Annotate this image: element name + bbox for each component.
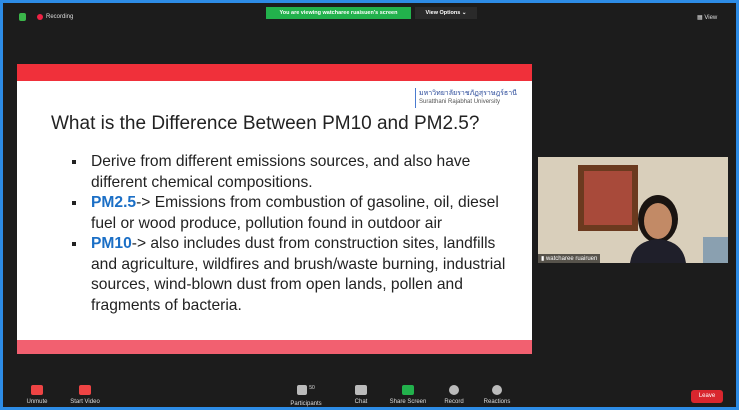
university-en: Suratthani Rajabhat University: [419, 99, 500, 105]
record-label: Record: [444, 399, 463, 405]
recording-dot: [37, 14, 43, 20]
bullet-text: -> also includes dust from construction …: [91, 235, 505, 314]
slide: มหาวิทยาลัยราชภัฏสุราษฎร์ธานี Suratthani…: [17, 64, 532, 354]
bullet-list: Derive from different emissions sources,…: [73, 152, 512, 316]
bullet-lead: PM10: [91, 235, 132, 252]
start-video-label: Start Video: [70, 399, 100, 405]
participants-label: Participants: [290, 401, 321, 407]
recording-label: Recording: [46, 14, 73, 20]
video-tile: ▮ watcharee ruairuen: [538, 157, 728, 263]
mic-icon: [31, 385, 43, 395]
face: [644, 203, 672, 239]
chat-label: Chat: [355, 399, 368, 405]
view-label: View: [704, 15, 717, 21]
chat-icon: [355, 385, 367, 395]
share-icon: [402, 385, 414, 395]
reactions-label: Reactions: [484, 399, 511, 405]
people-icon: [297, 385, 307, 395]
reactions-icon: [492, 385, 502, 395]
camera-icon: [79, 385, 91, 395]
security-icon: [19, 13, 26, 21]
participants-button[interactable]: 50 Participants: [276, 385, 336, 407]
bullet-text: Derive from different emissions sources,…: [91, 153, 470, 191]
participant-count: 50: [309, 385, 315, 391]
unmute-label: Unmute: [26, 399, 47, 405]
bullet: PM2.5-> Emissions from combustion of gas…: [87, 193, 512, 234]
bullet-text: -> Emissions from combustion of gasoline…: [91, 194, 499, 232]
screen-banner: You are viewing watcharee ruaisuen's scr…: [266, 7, 411, 19]
participant-name: ▮ watcharee ruairuen: [538, 254, 600, 263]
slide-top-bar: [17, 64, 532, 81]
bullet-lead: PM2.5: [91, 194, 136, 211]
view-options-label: View Options: [426, 10, 461, 16]
view-button[interactable]: ▦ View: [697, 14, 717, 21]
portrait: [584, 171, 632, 225]
participant-name-text: watcharee ruairuen: [546, 256, 597, 262]
zoom-window: Recording You are viewing watcharee ruai…: [0, 0, 739, 410]
logo-divider: [415, 88, 416, 108]
slide-title: What is the Difference Between PM10 and …: [51, 113, 479, 135]
share-screen-label: Share Screen: [390, 399, 427, 405]
university-thai: มหาวิทยาลัยราชภัฏสุราษฎร์ธานี: [419, 88, 517, 99]
shelf: [703, 237, 728, 263]
view-options[interactable]: View Options ⌄: [415, 7, 477, 19]
video-feed: [538, 157, 728, 263]
record-icon: [449, 385, 459, 395]
leave-label: Leave: [699, 393, 715, 399]
bullet: Derive from different emissions sources,…: [87, 152, 512, 193]
reactions-button[interactable]: Reactions: [467, 385, 527, 405]
slide-bottom-bar: [17, 340, 532, 354]
bullet: PM10-> also includes dust from construct…: [87, 234, 512, 316]
leave-button[interactable]: Leave: [691, 390, 723, 403]
start-video-button[interactable]: Start Video: [55, 385, 115, 405]
